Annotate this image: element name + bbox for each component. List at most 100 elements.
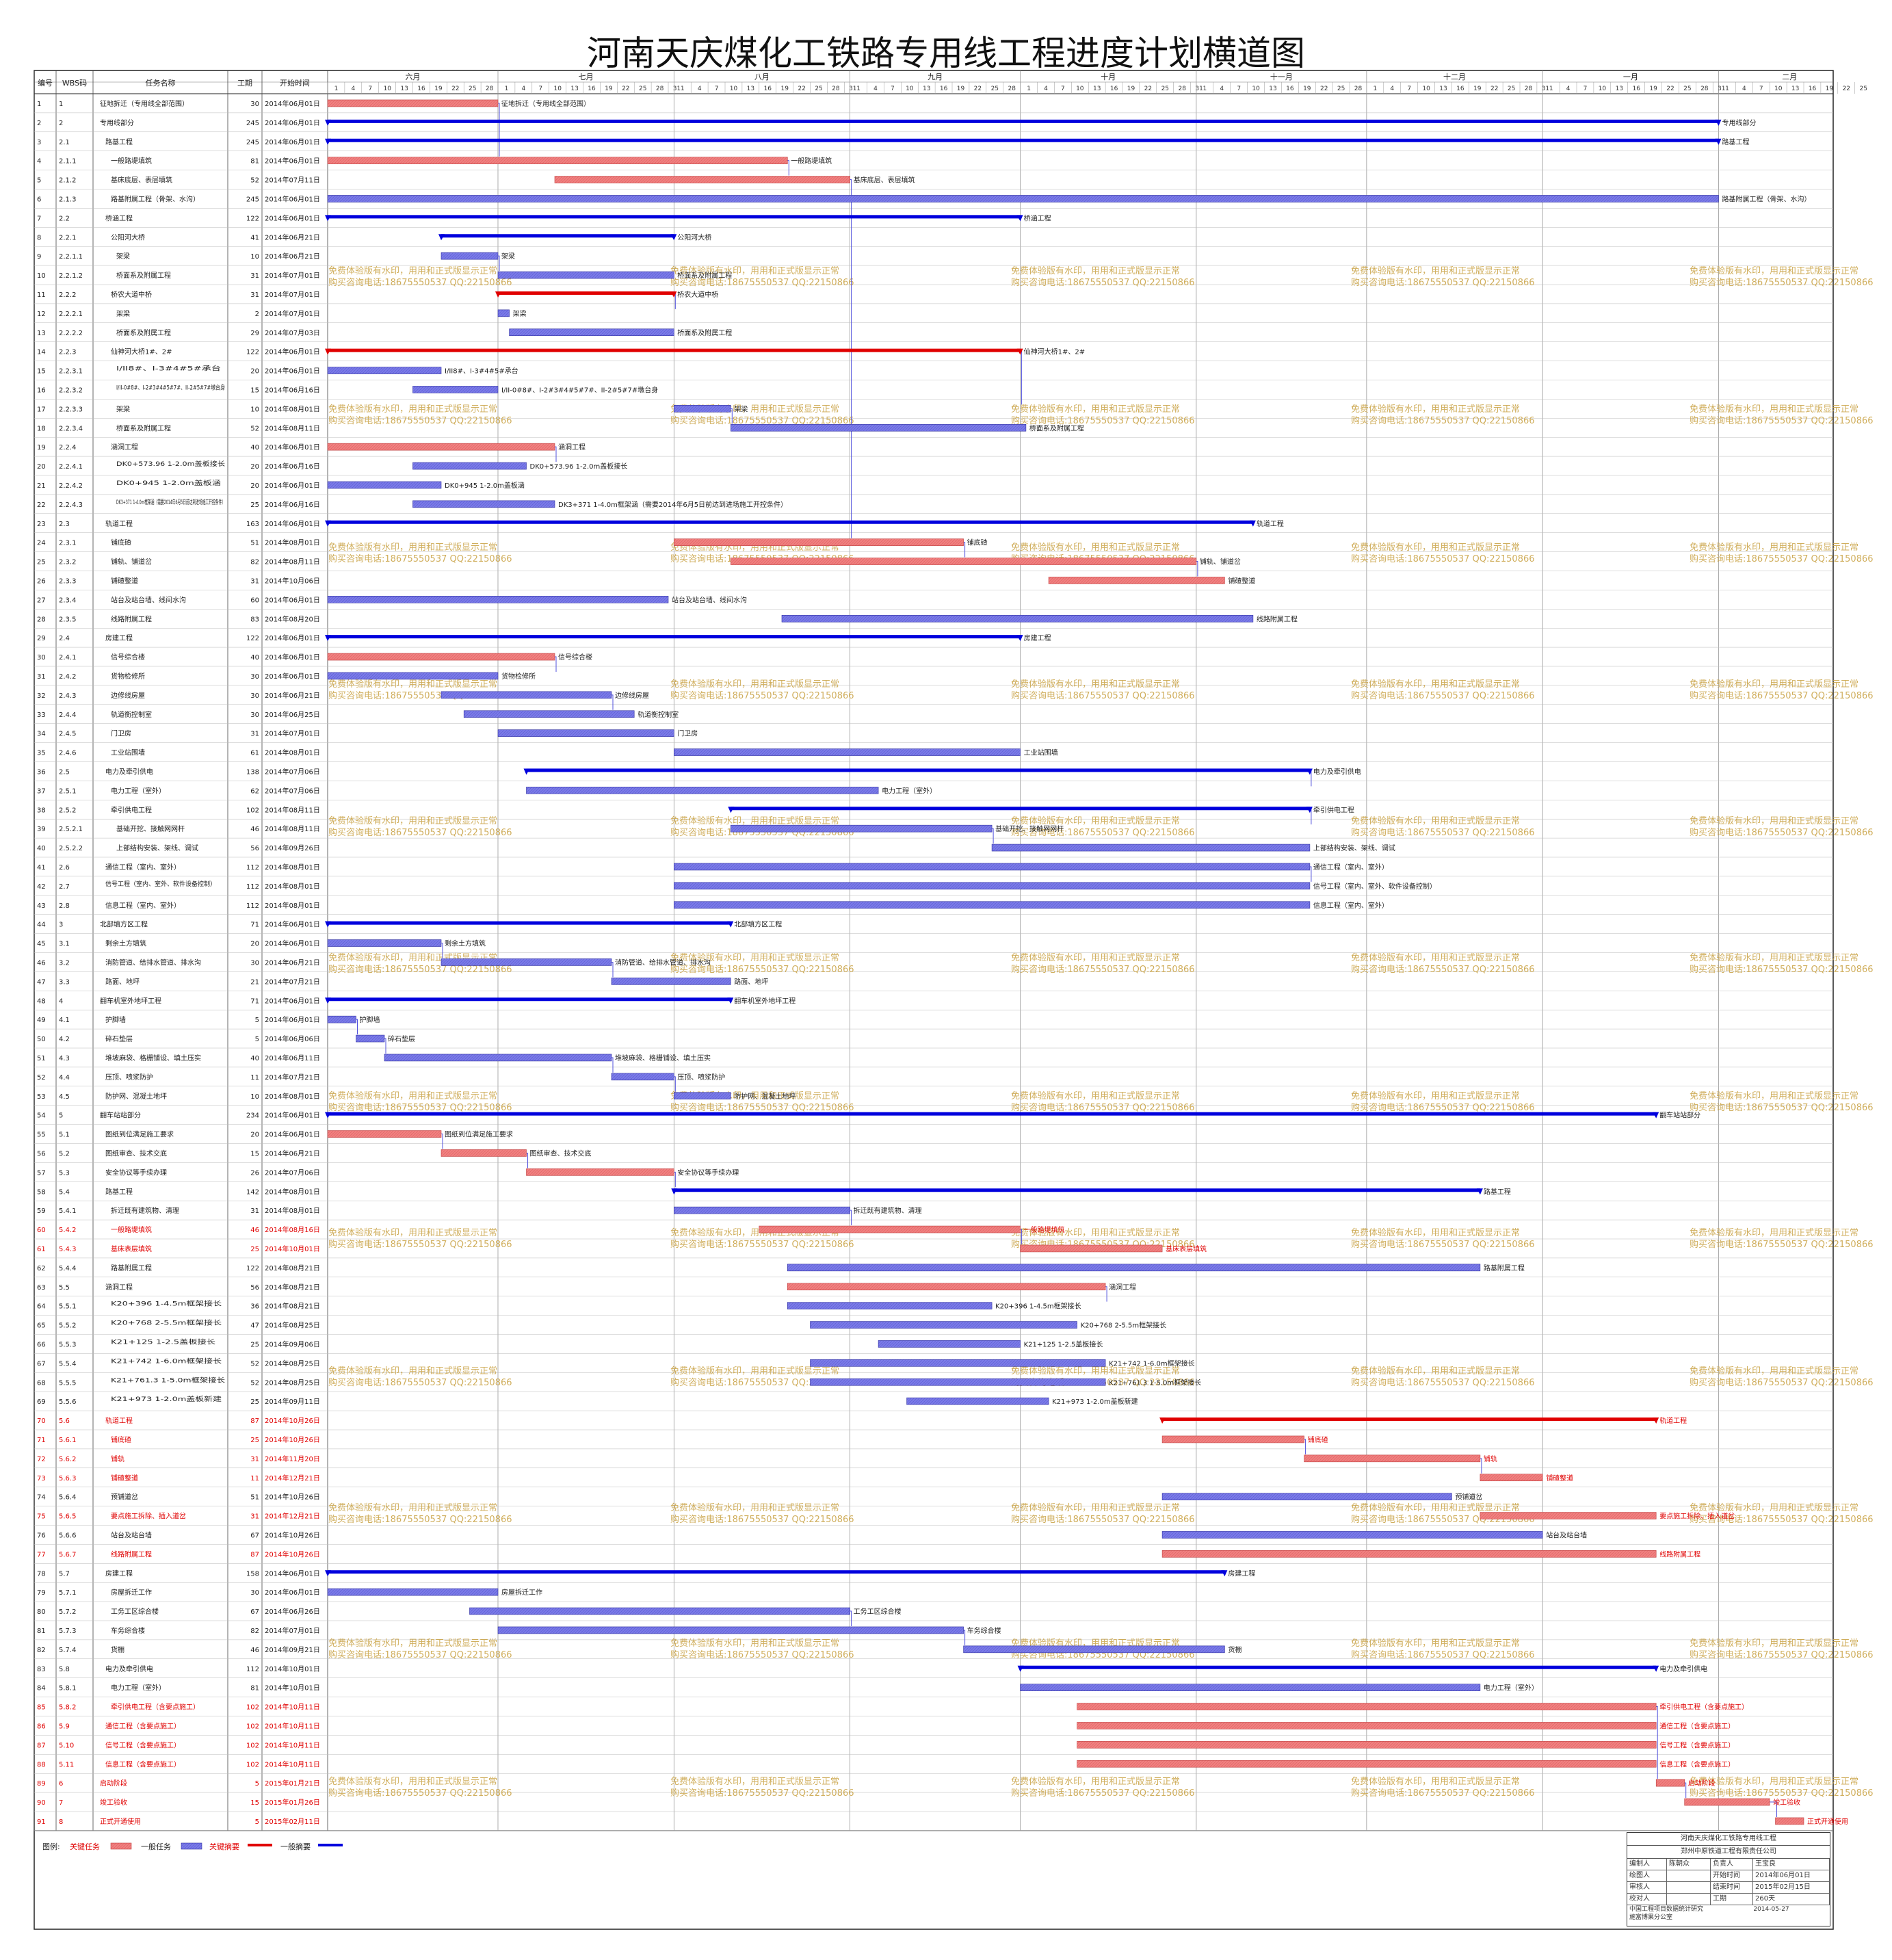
day-label: 13: [1269, 86, 1276, 92]
cell-start: 2014年06月01日: [265, 1130, 320, 1139]
cell-duration: 29: [250, 330, 259, 337]
watermark-text-1: 免费体验版有水印，用用和正式版显示正常: [328, 404, 497, 415]
cell-start: 2015年02月11日: [265, 1817, 320, 1826]
cell-start: 2014年07月01日: [265, 1626, 320, 1635]
bar-label: 碎石垫层: [388, 1034, 415, 1043]
day-label: 4: [522, 86, 526, 92]
summary-start-marker: [325, 1112, 331, 1119]
bar-label: 架梁: [734, 404, 748, 413]
cell-id: 55: [37, 1132, 46, 1139]
cell-start: 2014年08月11日: [265, 805, 320, 814]
bar-label: 桥面系及附属工程: [677, 271, 732, 280]
cell-start: 2014年06月21日: [265, 1149, 320, 1158]
critical-task-bar: [1304, 1454, 1481, 1463]
cell-wbs: 5.6.6: [59, 1532, 76, 1539]
month-label: 七月: [579, 73, 594, 81]
legend-prefix: 图例:: [42, 1842, 60, 1851]
cell-id: 74: [37, 1494, 46, 1502]
cell-name: 边修线房屋: [111, 691, 145, 700]
day-label: 1: [1549, 86, 1553, 92]
day-label: 10: [1252, 86, 1260, 92]
critical-task-bar: [327, 443, 555, 451]
cell-start: 2014年06月21日: [265, 252, 320, 261]
cell-wbs: 5.7.4: [59, 1647, 76, 1654]
normal-task-bar: [327, 1015, 356, 1023]
day-label: 25: [815, 86, 822, 92]
bar-label: DK3+371 1-4.0m框架涵（需要2014年6月5日前达到进场施工开控条件…: [558, 500, 787, 509]
watermark-text-2: 购买咨询电话:18675550537 QQ:22150866: [328, 1239, 512, 1250]
normal-task-bar: [810, 1378, 1106, 1386]
summary-end-marker: [1476, 1188, 1483, 1195]
dependency-link: [850, 1210, 852, 1226]
summary-end-marker: [1306, 768, 1313, 775]
bar-label: 桥面系及附属工程: [677, 328, 732, 337]
bar-label: 铺碴整道: [1546, 1474, 1573, 1482]
critical-task-bar: [554, 176, 850, 183]
cell-id: 52: [37, 1074, 46, 1082]
bar-label: 竣工验收: [1773, 1798, 1800, 1807]
cell-name: 架梁: [116, 309, 130, 318]
cell-id: 46: [37, 959, 46, 967]
cell-id: 44: [37, 922, 46, 929]
watermark-text-2: 购买咨询电话:18675550537 QQ:22150866: [1690, 1239, 1874, 1250]
bar-label: 北部填方区工程: [734, 920, 782, 929]
cell-duration: 234: [246, 1112, 259, 1120]
cell-id: 13: [37, 330, 46, 337]
watermark-text-2: 购买咨询电话:18675550537 QQ:22150866: [1011, 1788, 1195, 1799]
cell-name: 路基工程: [105, 138, 133, 146]
cell-name: 信号工程（室内、室外、软件设备控制）: [105, 880, 216, 888]
cell-name: 仙神河大桥1#、2#: [111, 348, 172, 356]
bar-label: 货棚: [1228, 1645, 1241, 1654]
cell-wbs: 5.6.3: [59, 1475, 76, 1482]
bar-label: 消防管道、给排水管道、排水沟: [615, 958, 711, 967]
summary-start-marker: [325, 215, 331, 222]
normal-task-bar: [878, 1340, 1021, 1348]
watermark-text-2: 购买咨询电话:18675550537 QQ:22150866: [1351, 827, 1535, 838]
critical-task-bar: [1077, 1760, 1657, 1768]
cell-name: 基床表层填筑: [111, 1244, 152, 1253]
cell-name: 启动阶段: [100, 1779, 127, 1788]
cell-duration: 71: [250, 922, 259, 929]
cell-name: 压顶、喷浆防护: [105, 1073, 153, 1082]
bar-label: 路基工程: [1722, 138, 1750, 146]
header-id: 编号: [38, 78, 53, 88]
info-footer-left: 中国工程项目数据统计研究 施富博果分公室: [1629, 1906, 1704, 1921]
cell-duration: 56: [250, 845, 259, 852]
cell-name: 信号综合楼: [111, 653, 145, 662]
cell-id: 57: [37, 1169, 46, 1177]
bar-label: 要点施工拆除、插入道岔: [1659, 1512, 1735, 1521]
cell-name: 一般路堤填筑: [111, 1225, 152, 1234]
cell-duration: 31: [250, 577, 259, 585]
dependency-link: [850, 1610, 852, 1626]
bar-label: 铺轨、铺道岔: [1200, 558, 1241, 566]
cell-wbs: 5: [59, 1112, 63, 1120]
day-label: 1: [681, 86, 685, 92]
info-cell: [1667, 1894, 1711, 1905]
bar-label: 翻车机室外地坪工程: [734, 996, 796, 1005]
day-label: 19: [1127, 86, 1135, 92]
watermark-text-2: 购买咨询电话:18675550537 QQ:22150866: [328, 415, 512, 426]
cell-name: 堆坡麻袋、格栅铺设、填土压实: [105, 1054, 201, 1062]
cell-name: 铺底碴: [111, 1435, 131, 1444]
cell-start: 2014年06月16日: [265, 462, 320, 471]
dependency-link: [555, 656, 557, 672]
cell-duration: 40: [250, 654, 259, 662]
cell-name: 站台及站台墙: [111, 1530, 152, 1539]
cell-start: 2014年08月25日: [265, 1321, 320, 1330]
info-cell: 审核人: [1627, 1882, 1667, 1894]
cell-name: DK3+371 1-4.0m框架涵（需要2014年6月5日前达到进场施工开控条件…: [116, 498, 225, 506]
cell-name: 轨道工程: [105, 519, 133, 528]
bar-label: 专用线部分: [1722, 118, 1757, 127]
cell-duration: 122: [246, 1265, 259, 1272]
cell-name: 车务综合楼: [111, 1626, 145, 1635]
cell-duration: 158: [246, 1570, 259, 1578]
watermark-text-1: 免费体验版有水印，用用和正式版显示正常: [670, 1366, 839, 1376]
watermark-text-1: 免费体验版有水印，用用和正式版显示正常: [1011, 404, 1180, 415]
cell-id: 25: [37, 559, 46, 566]
cell-name: 涵洞工程: [111, 443, 138, 452]
dependency-link: [992, 828, 994, 844]
normal-task-bar: [673, 405, 731, 413]
day-label: 10: [1076, 86, 1084, 92]
bar-label: 房建工程: [1228, 1569, 1255, 1578]
watermark-text-2: 购买咨询电话:18675550537 QQ:22150866: [1011, 827, 1195, 838]
